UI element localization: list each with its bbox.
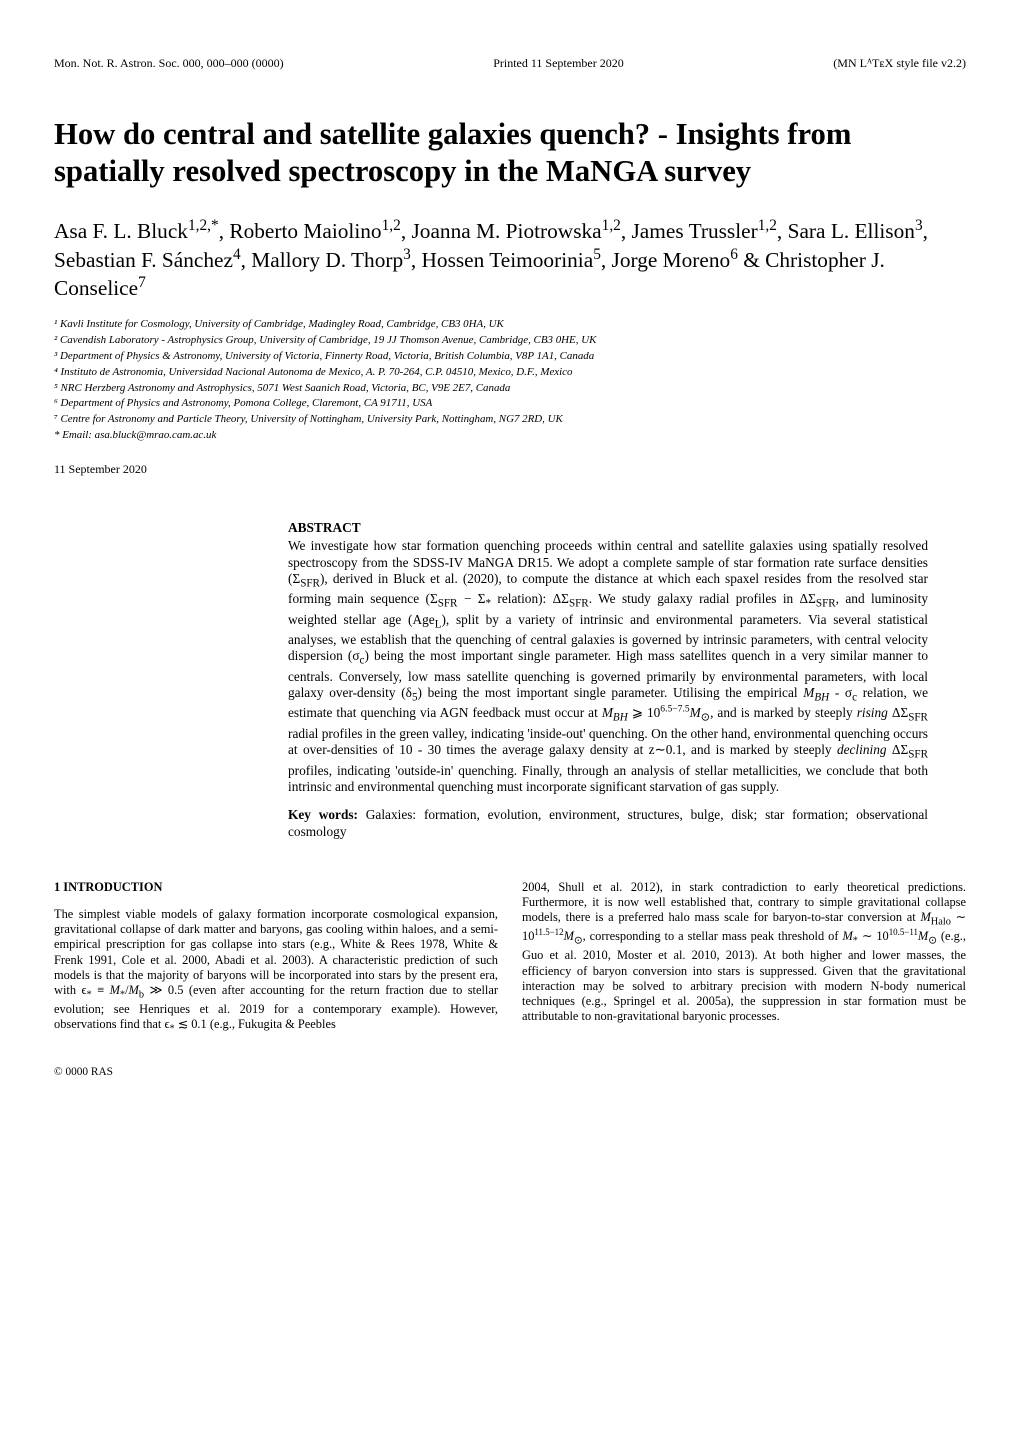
running-header: Mon. Not. R. Astron. Soc. 000, 000–000 (… bbox=[54, 56, 966, 70]
abstract-heading: ABSTRACT bbox=[288, 520, 928, 536]
header-right: (MN LᴬTᴇX style file v2.2) bbox=[833, 56, 966, 70]
header-center: Printed 11 September 2020 bbox=[493, 56, 624, 70]
keywords: Key words: Galaxies: formation, evolutio… bbox=[288, 807, 928, 840]
affiliation: ¹ Kavli Institute for Cosmology, Univers… bbox=[54, 317, 966, 333]
column-left: 1 INTRODUCTION The simplest viable model… bbox=[54, 880, 498, 1080]
paper-title: How do central and satellite galaxies qu… bbox=[54, 116, 966, 188]
copyright-footer: © 0000 RAS bbox=[54, 1066, 498, 1080]
affiliation-list: ¹ Kavli Institute for Cosmology, Univers… bbox=[54, 317, 966, 444]
affiliation: ³ Department of Physics & Astronomy, Uni… bbox=[54, 349, 966, 365]
affiliation: ⁷ Centre for Astronomy and Particle Theo… bbox=[54, 412, 966, 428]
column-right: 2004, Shull et al. 2012), in stark contr… bbox=[522, 880, 966, 1080]
keywords-text: Galaxies: formation, evolution, environm… bbox=[288, 807, 928, 838]
header-left: Mon. Not. R. Astron. Soc. 000, 000–000 (… bbox=[54, 56, 284, 70]
affiliation: ⁵ NRC Herzberg Astronomy and Astrophysic… bbox=[54, 381, 966, 397]
section-heading: 1 INTRODUCTION bbox=[54, 880, 498, 895]
abstract-text: We investigate how star formation quench… bbox=[288, 538, 928, 795]
body-text: 2004, Shull et al. 2012), in stark contr… bbox=[522, 880, 966, 1024]
corresponding-email: * Email: asa.bluck@mrao.cam.ac.uk bbox=[54, 428, 966, 444]
affiliation: ⁶ Department of Physics and Astronomy, P… bbox=[54, 396, 966, 412]
body-text: The simplest viable models of galaxy for… bbox=[54, 907, 498, 1036]
affiliation: ⁴ Instituto de Astronomia, Universidad N… bbox=[54, 365, 966, 381]
affiliation: ² Cavendish Laboratory - Astrophysics Gr… bbox=[54, 333, 966, 349]
author-list: Asa F. L. Bluck1,2,*, Roberto Maiolino1,… bbox=[54, 217, 966, 303]
manuscript-date: 11 September 2020 bbox=[54, 462, 966, 476]
keywords-label: Key words: bbox=[288, 807, 358, 822]
abstract-block: ABSTRACT We investigate how star formati… bbox=[288, 520, 928, 840]
body-columns: 1 INTRODUCTION The simplest viable model… bbox=[54, 880, 966, 1080]
